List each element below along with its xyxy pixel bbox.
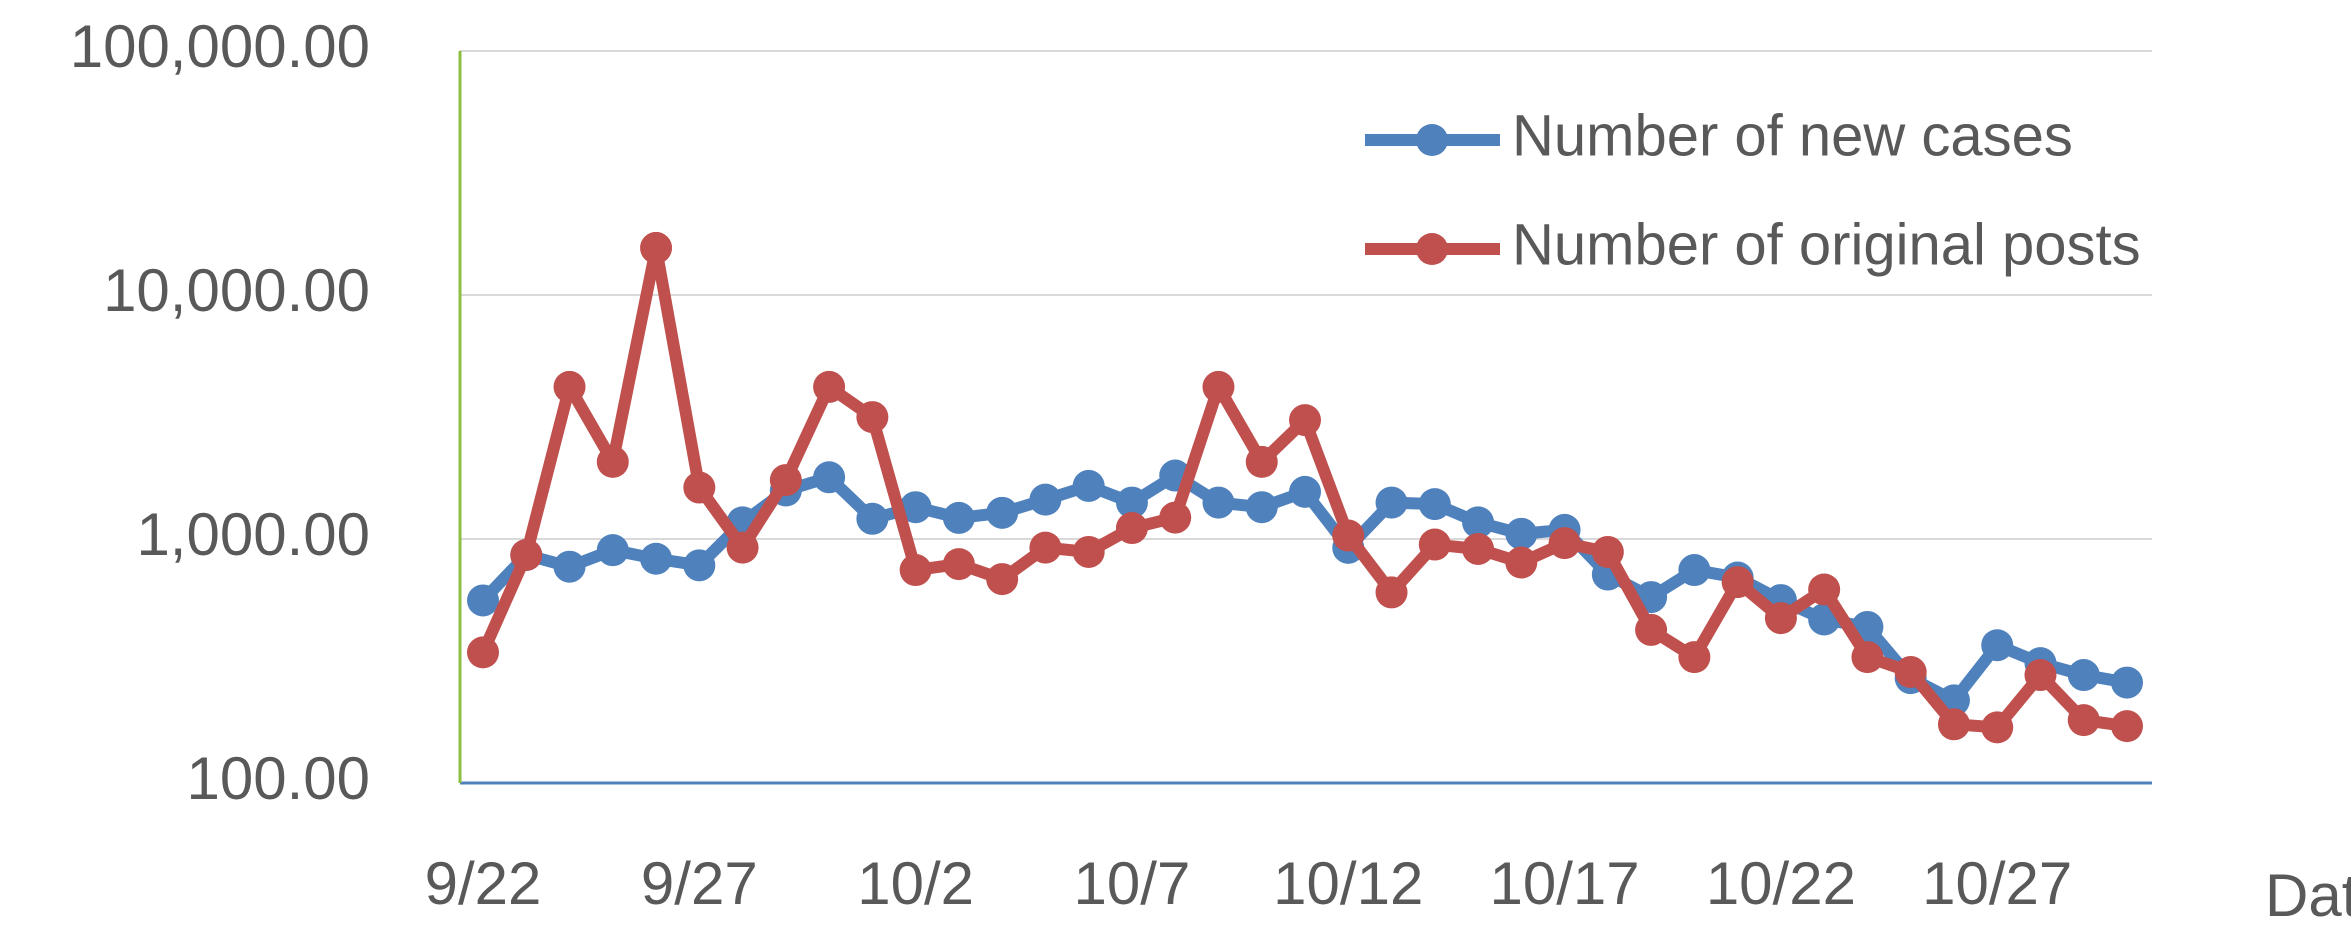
data-point: [1678, 554, 1711, 587]
data-point: [899, 554, 932, 587]
data-point: [640, 231, 673, 264]
data-point: [683, 471, 716, 504]
data-point: [986, 496, 1019, 529]
data-point: [1202, 486, 1235, 519]
y-tick-label: 100,000.00: [70, 13, 370, 80]
data-point: [1548, 527, 1581, 560]
data-point: [1505, 517, 1538, 550]
data-point: [553, 370, 586, 403]
data-point: [1115, 486, 1148, 519]
data-point: [1678, 641, 1711, 674]
data-point: [1981, 629, 2014, 662]
data-point: [813, 461, 846, 494]
legend-label: Number of new cases: [1512, 103, 2073, 168]
data-point: [1289, 475, 1321, 508]
data-point: [467, 636, 499, 669]
data-point: [2067, 659, 2100, 692]
data-point: [726, 531, 759, 564]
data-point: [2024, 659, 2057, 692]
data-point: [1851, 641, 1884, 674]
data-point: [1072, 469, 1105, 502]
x-tick-label: 10/7: [1074, 850, 1191, 917]
data-point: [640, 542, 673, 575]
data-point: [510, 538, 543, 571]
data-point: [1418, 488, 1451, 521]
data-point: [2111, 710, 2143, 743]
legend-label: Number of original posts: [1512, 212, 2141, 277]
data-point: [2067, 704, 2100, 737]
x-tick-label: 10/12: [1273, 850, 1423, 917]
y-tick-label: 1,000.00: [136, 501, 370, 568]
data-point: [1981, 711, 2014, 744]
x-tick-label: 9/22: [425, 850, 542, 917]
data-point: [596, 445, 629, 478]
legend-marker: [1416, 233, 1448, 265]
data-point: [1505, 546, 1538, 579]
data-point: [1591, 535, 1624, 568]
data-point: [1635, 613, 1668, 646]
data-point: [1721, 566, 1754, 599]
data-point: [1764, 602, 1797, 635]
data-point: [1202, 370, 1235, 403]
data-point: [2111, 666, 2143, 699]
y-tick-label: 10,000.00: [103, 257, 370, 324]
data-point: [1332, 519, 1365, 552]
data-point: [553, 550, 586, 583]
data-point: [942, 548, 975, 581]
data-point: [596, 534, 629, 567]
data-point: [1029, 531, 1062, 564]
data-point: [1894, 656, 1927, 689]
data-point: [1029, 483, 1062, 516]
data-point: [1418, 528, 1451, 561]
x-tick-label: 10/17: [1490, 850, 1640, 917]
data-point: [899, 491, 932, 524]
data-point: [1289, 404, 1321, 437]
data-point: [856, 401, 889, 434]
x-tick-label: 9/27: [641, 850, 758, 917]
data-point: [813, 370, 846, 403]
data-point: [942, 501, 975, 534]
data-point: [1937, 708, 1970, 741]
data-point: [856, 502, 889, 535]
data-point: [1159, 501, 1192, 534]
data-point: [769, 464, 802, 497]
legend-marker: [1416, 124, 1448, 156]
data-point: [1375, 576, 1408, 609]
data-point: [1115, 512, 1148, 545]
x-tick-label: 10/2: [857, 850, 974, 917]
data-point: [1072, 535, 1105, 568]
data-point: [986, 563, 1019, 596]
data-point: [1462, 506, 1495, 539]
data-point: [1245, 491, 1278, 524]
data-point: [467, 584, 499, 617]
data-point: [1462, 532, 1495, 565]
x-tick-label: 10/27: [1922, 850, 2072, 917]
y-tick-label: 100.00: [186, 745, 370, 812]
data-point: [1245, 445, 1278, 478]
x-tick-label: 10/22: [1706, 850, 1856, 917]
x-axis-label: Date: [2265, 862, 2351, 929]
data-point: [683, 549, 716, 582]
data-point: [1808, 573, 1841, 606]
data-point: [1375, 486, 1408, 519]
